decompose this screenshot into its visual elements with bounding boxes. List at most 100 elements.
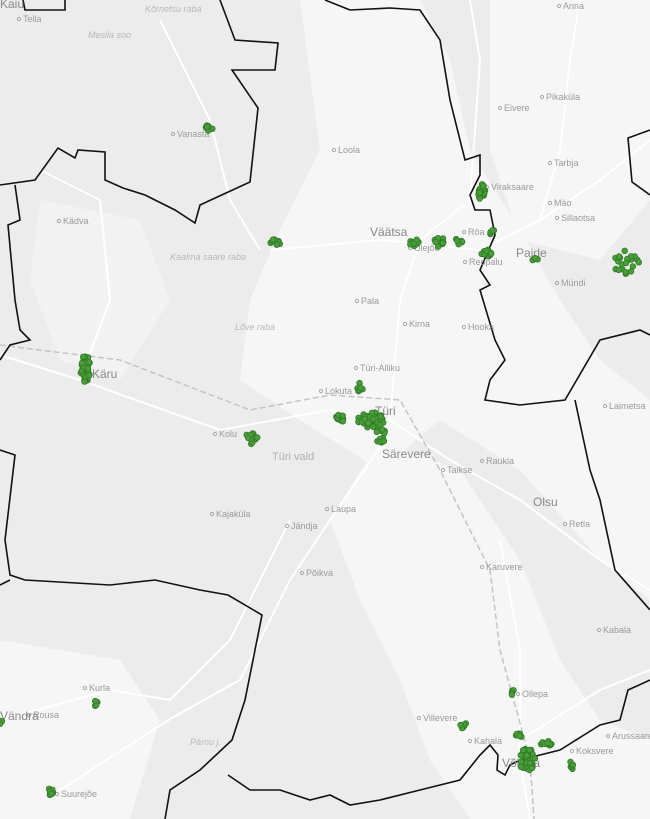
observation-point[interactable] [432, 238, 439, 246]
place-label: Kajaküla [216, 509, 251, 519]
observation-point[interactable] [476, 189, 483, 196]
observation-point[interactable] [519, 746, 527, 754]
place-labels: Kaiu Kõrnetsu raba Tella Mesila soo Vanasta K… [0, 0, 650, 799]
village-marker-icon [209, 511, 215, 517]
observation-point[interactable] [569, 761, 577, 768]
village-marker-icon [479, 564, 485, 570]
place-label: Loola [338, 145, 360, 155]
observation-point[interactable] [370, 423, 377, 430]
observation-point[interactable] [269, 236, 277, 243]
place-label: Kurla [89, 683, 110, 693]
observation-point[interactable] [84, 365, 92, 372]
place-label: Pala [361, 296, 379, 306]
place-label: Türi-Alliku [360, 363, 400, 373]
observation-point[interactable] [413, 236, 420, 243]
village-marker-icon [331, 147, 337, 153]
village-marker-icon [416, 715, 422, 721]
observation-point[interactable] [528, 764, 535, 772]
observation-point[interactable] [244, 434, 252, 442]
observation-point[interactable] [439, 239, 446, 247]
place-label: Mesila soo [88, 30, 131, 40]
observation-point[interactable] [78, 360, 86, 367]
place-label: Retla [569, 519, 590, 529]
observation-point[interactable] [483, 247, 490, 254]
observation-point[interactable] [508, 691, 516, 698]
observation-point[interactable] [531, 254, 539, 262]
place-label: Taikse [447, 465, 473, 475]
place-label: Paide [516, 246, 547, 260]
observation-point[interactable] [339, 418, 346, 425]
observation-point[interactable] [380, 437, 387, 445]
village-marker-icon [82, 685, 88, 691]
place-label: Koksvere [576, 746, 614, 756]
village-marker-icon [547, 200, 553, 206]
observation-point[interactable] [523, 752, 530, 759]
observation-point[interactable] [622, 259, 630, 267]
observation-point[interactable] [526, 746, 533, 754]
place-label: Hooka [468, 322, 494, 332]
place-label: Väätsa [370, 225, 408, 239]
observation-point[interactable] [378, 426, 386, 433]
observation-point[interactable] [85, 372, 93, 379]
observation-point[interactable] [629, 263, 637, 270]
observation-point[interactable] [480, 182, 487, 190]
place-label: Kahala [474, 736, 502, 746]
place-label: Röa [468, 227, 485, 237]
observation-point[interactable] [361, 415, 368, 423]
place-label: Kädva [63, 216, 89, 226]
observation-point[interactable] [457, 721, 464, 729]
village-marker-icon [299, 570, 305, 576]
village-marker-icon [284, 523, 290, 529]
place-label: Olsu [533, 495, 558, 509]
observation-point[interactable] [489, 227, 496, 234]
observation-point[interactable] [518, 758, 525, 765]
observation-point[interactable] [365, 420, 372, 427]
village-marker-icon [515, 691, 521, 697]
observation-point[interactable] [615, 266, 622, 274]
place-label: Särevere [382, 447, 431, 461]
observation-point[interactable] [531, 755, 539, 762]
village-marker-icon [497, 105, 503, 111]
observation-point[interactable] [373, 428, 380, 436]
place-label: Kolu [219, 429, 237, 439]
observation-point[interactable] [635, 259, 642, 266]
observation-point[interactable] [203, 123, 211, 131]
place-label: Ülejõe [414, 243, 440, 253]
observation-point[interactable] [254, 434, 261, 441]
village-marker-icon [462, 259, 468, 265]
observation-point[interactable] [544, 739, 551, 747]
observation-point[interactable] [80, 353, 87, 361]
village-marker-icon [556, 3, 562, 9]
observation-point[interactable] [488, 250, 495, 257]
observation-point[interactable] [621, 247, 628, 254]
place-label: Kaalma saare raba [170, 252, 246, 262]
observation-point[interactable] [339, 412, 346, 419]
observation-point[interactable] [357, 384, 364, 391]
observation-point[interactable] [615, 253, 623, 260]
observation-point[interactable] [370, 415, 377, 423]
village-marker-icon [318, 388, 324, 394]
place-label: Käru [92, 367, 117, 381]
observation-point[interactable] [454, 237, 461, 245]
village-marker-icon [461, 324, 467, 330]
observation-point[interactable] [48, 790, 55, 797]
place-label: Türi vald [272, 451, 314, 463]
place-label: Lõve raba [235, 322, 275, 332]
observation-point[interactable] [81, 378, 88, 385]
observation-point[interactable] [0, 720, 4, 727]
village-marker-icon [569, 748, 575, 754]
observation-point[interactable] [85, 359, 93, 366]
place-label: Sillaotsa [561, 213, 595, 223]
observation-point[interactable] [273, 241, 280, 248]
observation-point[interactable] [91, 697, 99, 705]
railway-line [0, 344, 535, 819]
village-marker-icon [402, 321, 408, 327]
place-label: Tella [23, 14, 42, 24]
observation-point[interactable] [476, 195, 483, 202]
observation-point[interactable] [517, 763, 525, 770]
observation-point[interactable] [622, 269, 629, 276]
observation-point[interactable] [516, 732, 523, 740]
village-marker-icon [562, 521, 568, 527]
